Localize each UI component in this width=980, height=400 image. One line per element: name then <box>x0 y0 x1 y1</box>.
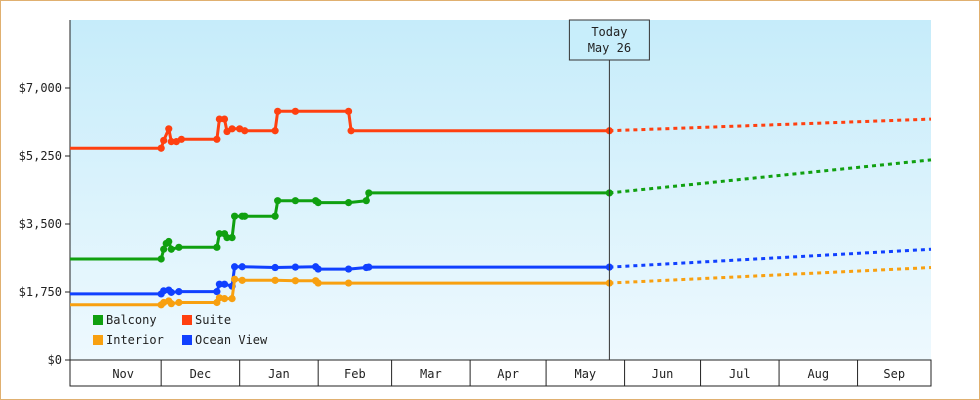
data-point <box>215 230 224 238</box>
data-point <box>165 125 173 133</box>
today-label: Today <box>591 25 627 39</box>
today-date-label: May 26 <box>588 41 631 55</box>
data-point <box>347 127 355 135</box>
legend-swatch <box>182 335 192 345</box>
data-point <box>344 279 353 287</box>
data-point <box>274 197 282 205</box>
data-point <box>165 237 173 246</box>
data-point <box>157 255 165 263</box>
data-point <box>160 136 168 145</box>
data-point <box>228 234 236 242</box>
data-point <box>271 212 279 220</box>
data-point <box>213 288 221 296</box>
data-point <box>314 199 322 207</box>
data-point <box>167 300 175 308</box>
data-point <box>228 125 236 133</box>
x-tick-label: Feb <box>344 367 366 381</box>
series-layer <box>70 107 932 309</box>
data-point <box>177 135 186 143</box>
data-point <box>314 279 322 287</box>
legend-swatch <box>182 315 192 325</box>
x-tick-label: Dec <box>190 367 212 381</box>
forecast-line <box>609 247 932 269</box>
forecast-line <box>609 266 932 285</box>
data-point <box>291 107 299 115</box>
legend-label: Ocean View <box>195 333 268 347</box>
x-tick-label: Jun <box>652 367 674 381</box>
x-axis-band <box>69 359 932 387</box>
series-suite <box>70 107 932 152</box>
today-marker: Today May 26 <box>568 19 650 360</box>
data-point <box>220 280 229 288</box>
data-point <box>362 197 370 205</box>
data-point <box>291 263 299 271</box>
data-point <box>238 276 246 284</box>
y-axis: $0 $1,750 $3,500 $5,250 $7,000 <box>19 20 71 386</box>
x-tick-label: Mar <box>420 367 442 381</box>
x-tick-label: Nov <box>112 367 134 381</box>
data-point <box>314 265 322 273</box>
legend-label: Balcony <box>106 313 157 327</box>
data-point <box>215 115 224 123</box>
x-tick-label: Aug <box>807 367 829 381</box>
y-tick-label: $1,750 <box>19 285 62 299</box>
series-balcony <box>70 158 932 263</box>
data-point <box>291 197 299 205</box>
data-point <box>344 199 353 207</box>
data-point <box>238 263 246 271</box>
data-point <box>220 295 229 303</box>
series-interior <box>70 266 932 309</box>
y-tick-label: $7,000 <box>19 81 62 95</box>
data-point <box>223 234 231 242</box>
data-point <box>241 127 249 135</box>
x-tick-label: Sep <box>883 367 905 381</box>
data-point <box>175 243 183 251</box>
x-axis: Nov Dec Jan Feb Mar Apr May Jun Jul Aug Sep <box>69 359 932 387</box>
data-point <box>167 288 175 296</box>
legend-swatch <box>93 335 103 345</box>
data-point <box>231 212 239 220</box>
data-point <box>271 127 279 135</box>
data-point <box>344 107 353 115</box>
data-point <box>271 263 279 272</box>
legend-swatch <box>93 315 103 325</box>
data-point <box>344 265 353 273</box>
legend-label: Suite <box>195 313 231 327</box>
forecast-line <box>609 158 932 195</box>
data-point <box>157 144 165 152</box>
data-point <box>241 212 249 220</box>
x-tick-label: May <box>574 367 596 381</box>
data-point <box>228 295 236 303</box>
data-point <box>215 280 224 288</box>
data-point <box>175 298 183 307</box>
plot-background <box>70 20 931 360</box>
forecast-line <box>609 117 932 133</box>
data-point <box>231 275 239 283</box>
legend-label: Interior <box>106 333 164 347</box>
data-point <box>160 245 168 253</box>
y-tick-label: $3,500 <box>19 217 62 231</box>
legend: Balcony Suite Interior Ocean View <box>93 313 268 347</box>
y-tick-label: $0 <box>48 353 62 367</box>
x-tick-label: Jan <box>268 367 290 381</box>
data-point <box>167 245 175 253</box>
x-tick-label: Jul <box>729 367 751 381</box>
y-tick-label: $5,250 <box>19 149 62 163</box>
data-point <box>213 135 221 143</box>
data-point <box>291 277 299 285</box>
data-point <box>365 189 373 197</box>
data-point <box>220 115 229 123</box>
data-point <box>274 107 282 115</box>
data-point <box>175 288 183 296</box>
data-point <box>167 138 175 146</box>
data-point <box>365 263 373 271</box>
data-point <box>271 276 279 284</box>
data-point <box>213 243 221 251</box>
data-point <box>231 263 239 271</box>
today-box <box>568 19 650 61</box>
x-tick-label: Apr <box>497 367 519 381</box>
